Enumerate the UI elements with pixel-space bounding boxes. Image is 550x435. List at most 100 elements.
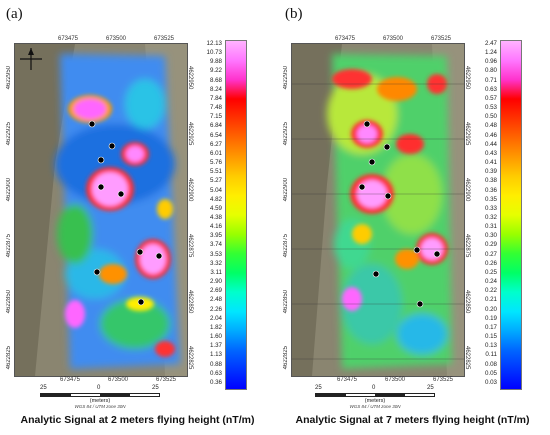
colorbar-label: 0.48 (484, 122, 497, 130)
colorbar-label: 0.13 (484, 342, 497, 350)
colorbar-label: 5.04 (209, 186, 222, 194)
scale-number: 0 (372, 385, 376, 391)
scale-number: 25 (152, 385, 159, 391)
colorbar-label: 3.11 (210, 268, 222, 276)
colorbar-label: 0.17 (484, 323, 497, 331)
left-tick: 4622825 (283, 346, 289, 370)
right-tick: 4622850 (464, 290, 470, 314)
scale-unit: (meters) (89, 398, 111, 404)
colorbar-label: 0.39 (484, 168, 497, 176)
right-tick: 4622925 (464, 122, 470, 146)
colorbar-label: 2.90 (209, 278, 222, 286)
colorbar-label: 5.76 (209, 159, 222, 167)
right-tick: 4622825 (187, 346, 193, 370)
left-tick: 4622900 (6, 178, 12, 202)
colorbar-label: 2.47 (484, 40, 497, 47)
top-tick: 673475 (335, 36, 356, 42)
scale-number: 25 (427, 385, 434, 391)
colorbar-label: 4.16 (209, 223, 222, 231)
figure-caption: Analytic Signal at 7 meters flying heigh… (295, 414, 530, 426)
colorbar-label: 0.31 (484, 223, 497, 231)
scale-number: 0 (97, 385, 101, 391)
left-tick: 4622950 (283, 66, 289, 90)
map-graphic (15, 44, 187, 376)
left-tick: 4622925 (6, 122, 12, 146)
scale-bar: 25 0 25 (meters) WGS 84 / UTM zone 30N (315, 385, 435, 411)
marker-group (358, 120, 441, 308)
colorbar-label: 0.29 (484, 241, 497, 249)
colorbar-label: 0.24 (484, 278, 497, 286)
colorbar-label: 3.95 (209, 232, 222, 240)
panel-b: (b) 673475 673500 673525 4622950 4622925… (275, 0, 550, 435)
right-tick: 4622900 (464, 178, 470, 202)
top-tick: 673525 (431, 36, 452, 42)
colorbar-label: 2.04 (209, 314, 222, 322)
colorbar-label: 0.15 (484, 333, 497, 341)
left-tick: 4622950 (6, 66, 12, 90)
colorbar-label: 1.13 (209, 351, 222, 359)
colorbar-label: 9.22 (209, 67, 222, 75)
colorbar-label: 0.38 (484, 177, 497, 185)
scale-number: 25 (40, 385, 47, 391)
left-tick: 4622850 (6, 290, 12, 314)
colorbar-label: 1.82 (209, 323, 222, 331)
colorbar-label: 0.44 (484, 140, 497, 148)
colorbar-label: 2.69 (209, 287, 222, 295)
colorbar-label: 6.54 (209, 131, 222, 139)
colorbar-label: 6.27 (209, 140, 222, 148)
marker-group (88, 120, 163, 306)
colorbar-label: 0.26 (484, 259, 497, 267)
left-tick: 4622850 (283, 290, 289, 314)
colorbar-label: 0.63 (484, 85, 497, 93)
top-tick: 673500 (383, 36, 404, 42)
colorbar-label: 0.08 (484, 360, 497, 368)
colorbar-label: 0.43 (484, 149, 497, 157)
colorbar-label: 5.27 (209, 177, 222, 185)
colorbar-label: 0.71 (484, 76, 497, 84)
left-tick: 4622875 (6, 234, 12, 258)
top-tick: 673525 (154, 36, 175, 42)
colorbar-label: 0.03 (484, 378, 497, 386)
colorbar-label: 0.32 (484, 214, 497, 221)
colorbar-label: 0.05 (484, 369, 497, 377)
colorbar-label: 4.59 (209, 204, 222, 212)
colorbar-label: 0.30 (484, 232, 497, 240)
bottom-tick: 673500 (108, 377, 129, 383)
left-tick: 4622875 (283, 234, 289, 258)
right-tick: 4622875 (464, 234, 470, 258)
colorbar-label: 4.82 (209, 195, 222, 203)
bottom-tick: 673525 (156, 377, 177, 383)
colorbar-label: 0.25 (484, 268, 497, 276)
figure-caption: Analytic Signal at 2 meters flying heigh… (20, 414, 255, 426)
scale-number: 25 (315, 385, 322, 391)
colorbar-label: 2.26 (209, 305, 222, 313)
colorbar-label: 0.96 (484, 58, 497, 66)
scale-bar: 25 0 25 (meters) WGS 84 / UTM zone 30N (40, 385, 160, 411)
colorbar-label: 0.80 (484, 67, 497, 75)
colorbar-label: 1.37 (209, 342, 222, 350)
magnetic-map (291, 43, 465, 377)
colorbar-label: 9.88 (209, 58, 222, 66)
right-tick: 4622925 (187, 122, 193, 146)
panel-label: (a) (6, 6, 23, 22)
scale-unit: (meters) (364, 398, 386, 404)
colorbar-label: 1.24 (484, 49, 497, 57)
projection-note: WGS 84 / UTM zone 30N (74, 404, 126, 409)
left-tick: 4622900 (283, 178, 289, 202)
colorbar-label: 0.19 (484, 314, 497, 322)
colorbar-label: 7.48 (209, 104, 222, 112)
colorbar-label: 0.57 (484, 94, 497, 102)
colorbar-labels: 12.13 10.73 9.88 9.22 8.68 8.24 7.84 7.48 7.15 6.… (192, 40, 222, 388)
colorbar (225, 40, 247, 390)
panel-a: (a) 673475 673500 673525 4622950 4622925… (6, 6, 255, 426)
colorbar-label: 8.24 (209, 85, 222, 93)
map-graphic (292, 44, 464, 376)
colorbar-label: 3.32 (209, 259, 222, 267)
right-tick: 4622900 (187, 178, 193, 202)
colorbar-label: 6.01 (209, 149, 222, 157)
colorbar-label: 0.35 (484, 195, 497, 203)
north-arrow-icon (20, 48, 42, 70)
colorbar-label: 1.60 (209, 333, 222, 341)
colorbar-label: 0.36 (209, 378, 222, 386)
colorbar-label: 6.84 (209, 122, 222, 130)
